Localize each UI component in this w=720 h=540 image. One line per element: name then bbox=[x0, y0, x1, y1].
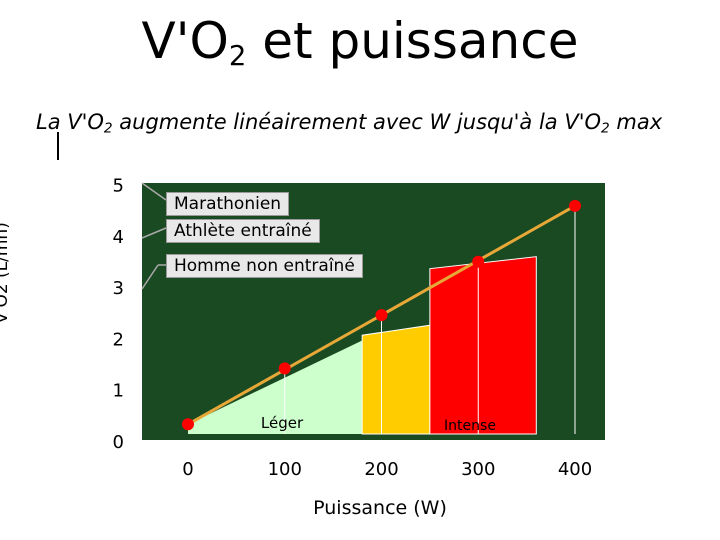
x-tick-label: 300 bbox=[461, 459, 495, 480]
data-point bbox=[472, 255, 485, 268]
x-tick-label: 0 bbox=[182, 459, 193, 480]
subtitle: La V'O2 augmente linéairement avec W jus… bbox=[36, 110, 663, 137]
text-cursor bbox=[57, 132, 59, 160]
page-title: V'O2 et puissance bbox=[141, 12, 579, 72]
annotation-trained-athlete: Athlète entraîné bbox=[166, 219, 320, 243]
annotation-marathon: Marathonien bbox=[166, 192, 290, 216]
zone-intense bbox=[429, 256, 537, 435]
y-axis-label: V'O2 (L/mn) bbox=[0, 222, 12, 324]
zone-moderate bbox=[361, 324, 431, 435]
zone-light bbox=[188, 340, 363, 434]
y-tick-label: 1 bbox=[113, 381, 124, 402]
x-axis-label: Puissance (W) bbox=[313, 497, 447, 519]
annotation-untrained-man: Homme non entraîné bbox=[166, 254, 363, 278]
leader-line bbox=[141, 182, 167, 201]
y-tick-label: 3 bbox=[113, 278, 124, 299]
zone-label-light: Léger bbox=[261, 414, 304, 432]
y-tick-label: 5 bbox=[113, 176, 124, 197]
leader-line bbox=[141, 227, 167, 239]
data-point bbox=[182, 418, 194, 431]
y-tick-label: 2 bbox=[113, 329, 124, 350]
zone-label-intense: Intense bbox=[444, 418, 496, 434]
y-tick-label: 0 bbox=[113, 432, 124, 453]
data-point bbox=[569, 199, 581, 212]
x-tick-label: 100 bbox=[268, 459, 302, 480]
x-tick-label: 200 bbox=[364, 459, 398, 480]
y-tick-label: 4 bbox=[113, 227, 124, 248]
leader-line bbox=[141, 264, 159, 290]
x-tick-label: 400 bbox=[558, 459, 592, 480]
data-point bbox=[375, 309, 388, 322]
data-point bbox=[278, 362, 291, 375]
